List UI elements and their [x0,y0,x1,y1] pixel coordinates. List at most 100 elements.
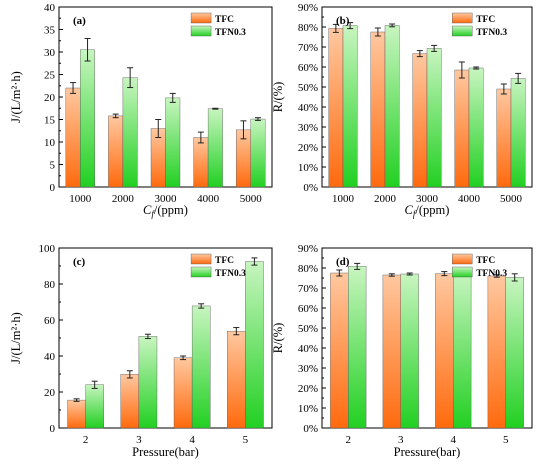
panel-label: (b) [336,15,350,27]
x-axis-label: Pressure(bar) [132,445,199,459]
bar-tfn-5000 [250,118,266,188]
legend-swatch-tfc [452,253,473,265]
y-tick-label: 10% [298,162,318,174]
bar-tfc-5000 [496,88,512,188]
x-tick-label: 2 [346,434,352,446]
bar-tfc-2000 [370,31,386,188]
y-tick-label: 35 [44,25,56,37]
bar-tfc-2 [330,272,349,429]
legend-swatch-tfn [190,266,212,278]
bar-tfc-2000 [108,115,124,188]
y-tick-label: 50% [298,82,318,94]
y-tick-label: 90% [298,2,318,14]
legend-label: TFC [476,256,495,266]
y-axis-label: R/(%) [271,82,285,113]
bar-tfn-2 [348,266,367,429]
x-tick-label: 3 [398,434,404,446]
chart-panel-1: 0 5 10 15 20 25 30 35 40 1000 2000 3000 4000 5000 (a) T… [9,2,273,219]
bar-tfn-5 [505,277,524,429]
y-axis-label: J/(L/m²·h) [9,312,23,364]
bar-tfc-4000 [454,69,470,188]
bar-tfn-2000 [384,25,400,188]
y-tick-label: 30% [298,363,318,375]
legend-label: TFC [215,15,234,25]
x-tick-label: 3000 [155,193,178,205]
bar-tfn-1000 [342,25,358,188]
legend-label: TFN0.3 [476,28,507,38]
bar-tfn-4000 [207,108,223,188]
y-tick-label: 0% [303,423,318,435]
x-tick-label: 1000 [332,193,355,205]
y-axis-label: J/(L/m²·h) [9,71,23,123]
y-tick-label: 80% [298,22,318,34]
bar-tfc-1000 [65,87,81,188]
bar-tfn-4 [453,272,472,429]
x-axis-label-sub: f [413,209,417,219]
y-tick-label: 0% [303,182,318,194]
bar-tfc-4000 [193,137,209,188]
y-tick-label: 10 [44,137,56,149]
bar-tfn-5000 [510,78,526,188]
x-axis-label-unit: /(ppm) [415,203,449,217]
y-tick-label: 20% [298,383,318,395]
y-tick-label: 40 [44,2,56,14]
legend-label: TFC [215,256,234,266]
y-tick-label: 80 [44,279,56,291]
x-axis-label-unit: /(ppm) [154,203,188,217]
y-tick-label: 20 [44,387,56,399]
y-tick-label: 40% [298,343,318,355]
legend-swatch-tfc [190,253,212,265]
x-tick-label: 4000 [458,193,481,205]
chart-panel-4: 0% 10% 20% 30% 40% 50% 60% 70% 80% 90% 2 3 4 5 (d) TFC T… [271,243,533,459]
bar-tfc-4 [435,273,454,429]
x-axis-label-main: C [405,203,414,217]
x-tick-label: 4 [189,434,195,446]
y-tick-label: 60% [298,303,318,315]
bar-tfn-2 [85,384,104,429]
bar-tfc-3 [382,274,401,429]
legend-swatch-tfc [190,12,212,24]
y-tick-label: 40 [44,351,56,363]
y-tick-label: 90% [298,243,318,255]
y-tick-label: 70% [298,283,318,295]
bar-tfn-1000 [80,49,95,188]
legend-label: TFN0.3 [476,269,507,279]
y-tick-label: 25 [44,70,56,82]
bar-tfc-3000 [412,53,428,188]
bar-tfc-3 [120,374,140,429]
x-tick-label: 3000 [416,193,439,205]
x-tick-label: 5000 [240,193,263,205]
y-tick-label: 100 [39,243,56,255]
y-tick-label: 70% [298,42,318,54]
x-tick-label: 2000 [112,193,135,205]
y-tick-label: 40% [298,102,318,114]
legend-label: TFN0.3 [215,269,246,279]
y-tick-label: 5 [50,160,56,172]
y-tick-label: 15 [44,115,56,127]
y-tick-label: 30 [44,47,56,59]
y-tick-label: 80% [298,263,318,275]
panel-label: (d) [336,256,350,268]
x-tick-label: 4000 [197,193,220,205]
bar-tfc-2 [67,399,86,429]
legend-label: TFN0.3 [215,28,246,38]
legend-swatch-tfn [190,25,212,37]
bar-tfn-5 [245,261,264,429]
legend-swatch-tfn [452,25,473,37]
legend-swatch-tfn [452,266,473,278]
y-tick-label: 30% [298,122,318,134]
bar-tfn-3 [400,273,419,429]
y-tick-label: 0 [50,182,56,194]
bar-tfn-4000 [468,67,484,188]
chart-panel-3: 0 20 40 60 80 100 2 3 4 5 (c) TFC TFN0.3 Pressure(bar… [9,243,273,459]
x-tick-label: 2000 [374,193,397,205]
bar-tfc-5 [487,275,506,429]
bar-tfn-3000 [165,97,181,188]
x-axis-label-main: C [143,203,152,217]
panel-label: (a) [73,15,86,27]
bar-tfc-1000 [328,28,344,188]
y-tick-label: 10% [298,403,318,415]
bar-tfn-3000 [426,48,442,188]
bar-tfc-4 [173,357,193,429]
